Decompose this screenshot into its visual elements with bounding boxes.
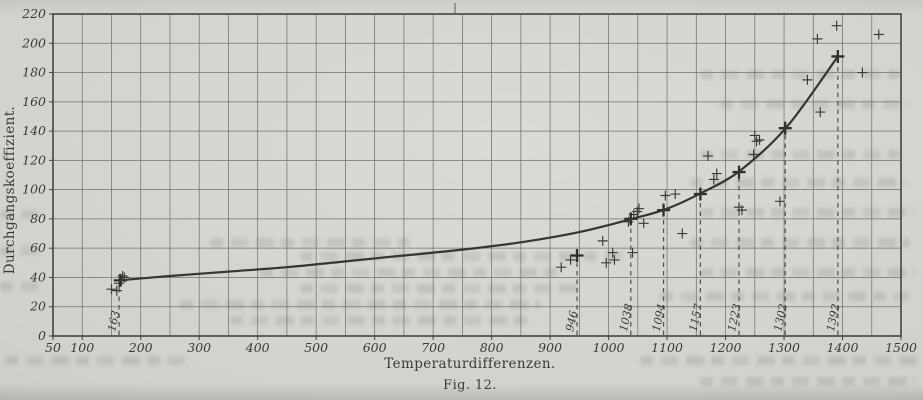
y-tick-label: 60 — [30, 240, 46, 255]
y-axis-title: Durchgangskoeffizient. — [2, 106, 18, 274]
x-tick-label: 1200 — [710, 340, 742, 355]
x-tick-label: 1500 — [885, 340, 917, 355]
x-tick-label: 400 — [245, 340, 270, 355]
x-tick-label: 50 — [45, 340, 61, 355]
data-point — [802, 74, 813, 85]
x-tick-label: 1300 — [768, 340, 800, 355]
x-tick-label: 700 — [421, 340, 445, 355]
y-tick-label: 80 — [30, 211, 46, 226]
y-tick-label: 20 — [29, 299, 46, 314]
figure-caption: Fig. 12. — [443, 378, 497, 393]
y-tick-label: 140 — [22, 123, 46, 138]
x-tick-label: 900 — [538, 340, 562, 355]
data-point — [638, 218, 649, 229]
data-point — [736, 205, 747, 216]
annotation-label-1157: 1157 — [687, 303, 706, 333]
data-point — [607, 247, 618, 258]
data-point — [708, 174, 719, 185]
x-tick-label: 1000 — [593, 340, 625, 355]
data-point — [660, 190, 671, 201]
y-tick-label: 120 — [22, 152, 46, 167]
x-tick-label: 200 — [128, 340, 153, 355]
data-point — [601, 257, 612, 268]
x-tick-label: 100 — [70, 340, 94, 355]
annotation-label-1392: 1392 — [824, 303, 843, 333]
data-point — [556, 262, 567, 273]
data-point — [670, 189, 681, 200]
y-tick-label: 100 — [22, 182, 46, 197]
data-point — [597, 235, 608, 246]
data-point — [703, 150, 714, 161]
data-point — [815, 107, 826, 118]
data-point — [774, 196, 785, 207]
annotation-label-1094: 1094 — [650, 303, 669, 333]
data-point — [754, 134, 765, 145]
x-tick-label: 600 — [363, 340, 387, 355]
x-axis-title: Temperaturdifferenzen. — [384, 356, 555, 372]
data-point — [106, 284, 117, 295]
x-tick-label: 800 — [480, 340, 504, 355]
x-tick-label: 1400 — [827, 340, 859, 355]
data-point — [748, 149, 759, 160]
data-point — [570, 249, 584, 262]
data-point — [111, 285, 122, 296]
plot-border — [52, 13, 902, 337]
annotation-label-1302: 1302 — [771, 303, 790, 333]
fitted-curve — [117, 55, 839, 282]
y-tick-label: 40 — [29, 269, 46, 284]
data-point — [751, 136, 762, 147]
data-point — [857, 67, 868, 78]
annotation-label-163: 163 — [105, 309, 122, 332]
y-tick-label: 160 — [22, 94, 46, 109]
data-point — [627, 247, 638, 258]
x-tick-label: 500 — [304, 340, 328, 355]
data-point — [812, 33, 823, 44]
data-point — [873, 29, 884, 40]
data-point — [831, 20, 842, 31]
y-tick-label: 200 — [21, 35, 46, 50]
y-tick-label: 220 — [21, 6, 46, 21]
annotation-label-946: 946 — [563, 309, 580, 332]
y-tick-label: 180 — [22, 65, 46, 80]
annotation-label-1223: 1223 — [725, 303, 744, 333]
y-tick-label: 0 — [38, 328, 46, 343]
x-tick-label: 1100 — [651, 340, 683, 355]
data-point — [677, 228, 688, 239]
data-point — [609, 254, 620, 265]
data-point — [749, 130, 760, 141]
annotation-label-1038: 1038 — [617, 303, 636, 333]
chart-generated: 50 100 200 300 400 500 600 700 800 900 1000 1100 120… — [21, 6, 917, 355]
data-point — [633, 203, 644, 214]
data-point — [711, 168, 722, 179]
x-tick-label: 300 — [187, 340, 211, 355]
